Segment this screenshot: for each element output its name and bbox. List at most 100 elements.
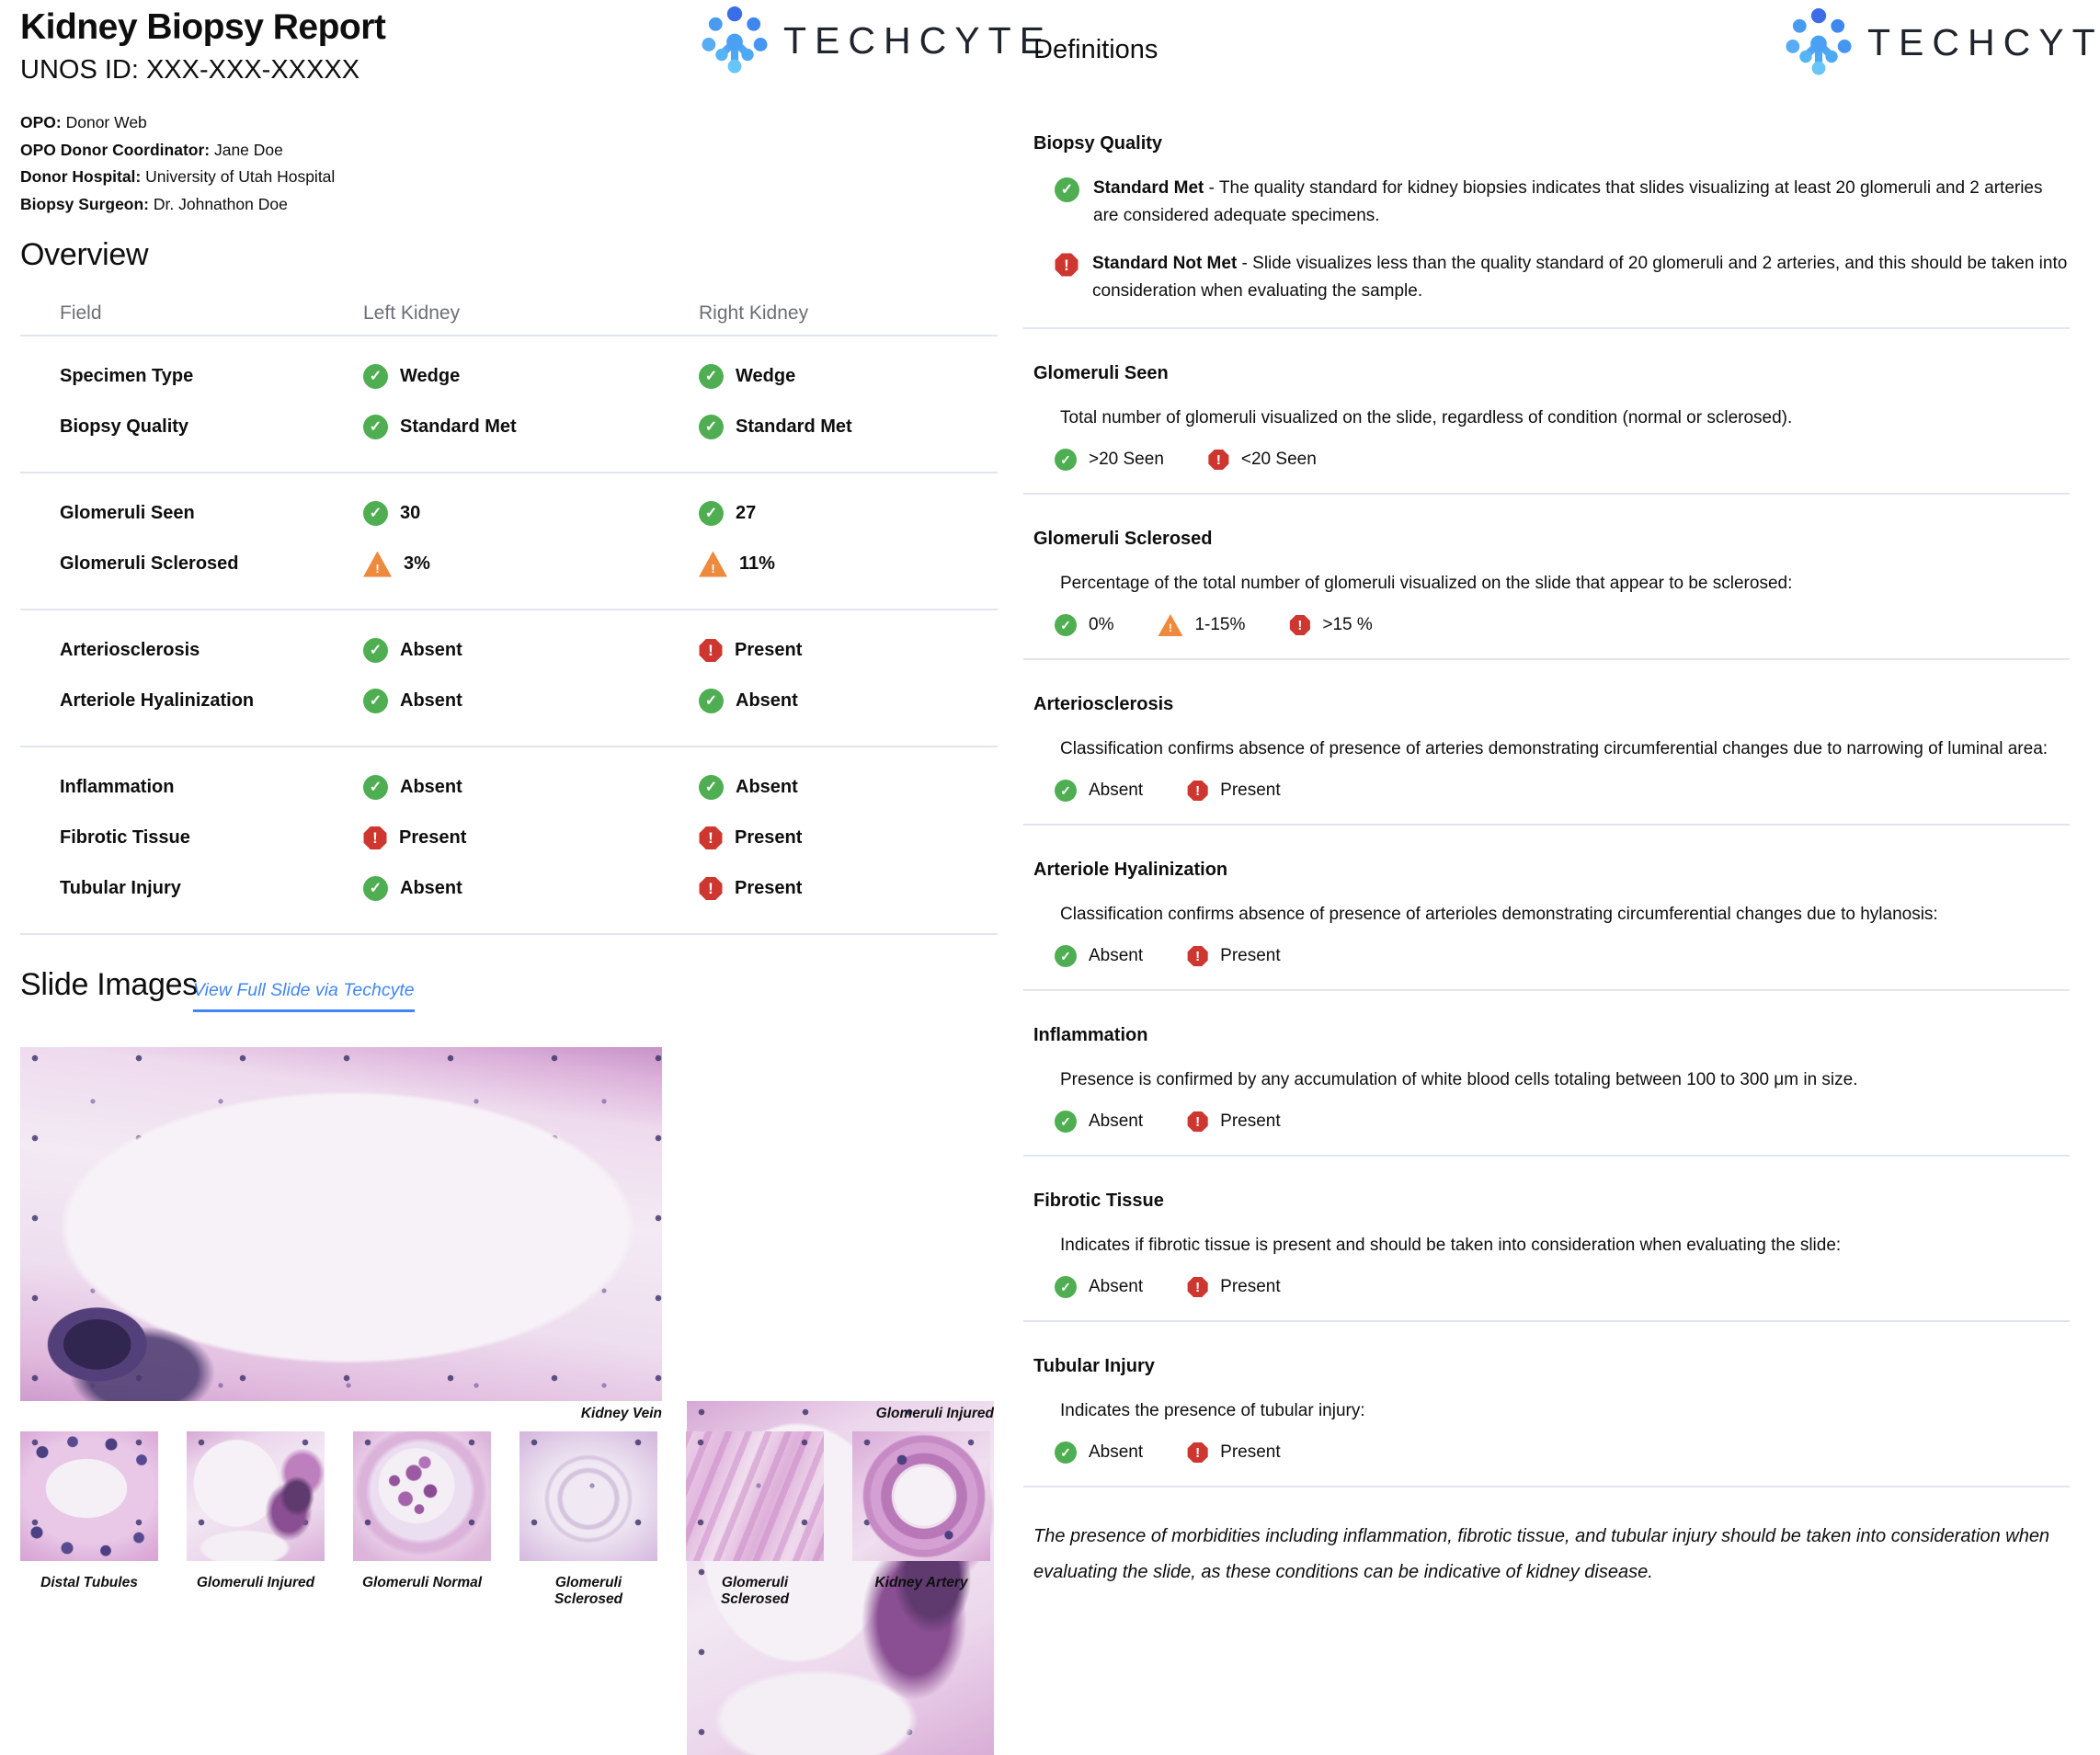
slide-image-kidney-vein xyxy=(20,1047,662,1401)
value-text: Absent xyxy=(736,777,798,797)
definition-items: Standard Met - The quality standard for … xyxy=(1023,175,2070,305)
alert-icon xyxy=(1208,449,1229,471)
check-icon xyxy=(363,775,388,800)
thumbnail-image xyxy=(20,1431,158,1561)
definition-option: Present xyxy=(1187,945,1281,967)
definition-title: Fibrotic Tissue xyxy=(1033,1191,1164,1211)
definition-description: Indicates if fibrotic tissue is present … xyxy=(1060,1236,1842,1255)
report-meta-line: OPO Donor Coordinator: Jane Doe xyxy=(20,140,283,159)
check-icon xyxy=(699,689,724,713)
value-text: Absent xyxy=(400,878,462,898)
column-header-right-kidney: Right Kidney xyxy=(699,302,809,324)
value-text: Present xyxy=(735,827,803,848)
definition-option: Absent xyxy=(1055,1442,1143,1464)
check-icon xyxy=(363,415,388,439)
definition-option: <20 Seen xyxy=(1208,449,1317,471)
report-meta-label: OPO: xyxy=(20,113,62,131)
column-header-field: Field xyxy=(60,302,102,324)
definitions-panel: Definitions Biopsy Quality Standard Met -… xyxy=(1023,0,2070,1590)
definition-title: Biopsy Quality xyxy=(1033,133,1163,154)
slide-images-heading: Slide Images xyxy=(20,967,198,1002)
table-row: Arteriosclerosis Absent Present xyxy=(20,625,998,676)
value-text: Absent xyxy=(400,640,462,660)
definition-description: Total number of glomeruli visualized on … xyxy=(1060,408,1793,427)
alert-icon xyxy=(1055,253,1079,277)
check-icon xyxy=(699,415,724,439)
left-kidney-value: Absent xyxy=(363,876,699,901)
check-icon xyxy=(699,364,724,389)
value-text: Wedge xyxy=(736,366,796,386)
option-label: Absent xyxy=(1089,1277,1144,1296)
overview-group: Arteriosclerosis Absent Present Arteriole H… xyxy=(20,610,998,746)
thumbnail-caption: Kidney Artery xyxy=(874,1575,968,1590)
definition-description: Classification confirms absence of prese… xyxy=(1060,739,2049,758)
definition-section: Glomeruli Seen Total number of glomeruli … xyxy=(1023,329,2070,495)
right-kidney-value: Standard Met xyxy=(699,415,998,439)
overview-group: Glomeruli Seen 30 27 Glomeruli Sclerosed 3% 1… xyxy=(20,473,998,609)
definition-options: Absent Present xyxy=(1023,1442,2070,1464)
table-row: Fibrotic Tissue Present Present xyxy=(20,813,998,863)
techcyte-logo-icon xyxy=(702,6,768,74)
check-icon xyxy=(1055,1111,1077,1133)
definition-options: >20 Seen <20 Seen xyxy=(1023,449,2070,471)
right-kidney-value: Present xyxy=(699,877,998,901)
definition-options: Absent Present xyxy=(1023,1276,2070,1298)
definition-section: Biopsy Quality Standard Met - The quality… xyxy=(1023,99,2070,329)
right-kidney-value: Present xyxy=(699,826,998,850)
right-kidney-value: Absent xyxy=(699,775,998,800)
definition-title: Arteriosclerosis xyxy=(1033,694,1174,714)
view-full-slide-link[interactable]: View Full Slide via Techcyte xyxy=(193,980,415,1012)
divider xyxy=(20,933,998,935)
thumbnail: Glomeruli Sclerosed xyxy=(519,1431,657,1608)
option-label: Present xyxy=(1220,1442,1281,1462)
thumbnail: Glomeruli Normal xyxy=(353,1431,491,1608)
thumbnail-image xyxy=(187,1431,325,1561)
thumbnail: Distal Tubules xyxy=(20,1431,158,1608)
definition-title: Glomeruli Sclerosed xyxy=(1033,529,1213,549)
definition-description: Presence is confirmed by any accumulatio… xyxy=(1060,1070,1858,1089)
definition-title: Tubular Injury xyxy=(1033,1356,1155,1376)
value-text: Absent xyxy=(400,777,462,797)
left-kidney-value: 30 xyxy=(363,501,699,526)
check-icon xyxy=(363,501,388,526)
option-label: 0% xyxy=(1089,615,1114,634)
check-icon xyxy=(363,689,388,713)
table-row: Glomeruli Sclerosed 3% 11% xyxy=(20,539,998,589)
value-text: 3% xyxy=(404,553,430,574)
table-row: Inflammation Absent Absent xyxy=(20,762,998,813)
left-kidney-value: Wedge xyxy=(363,364,699,389)
thumbnail-caption: Distal Tubules xyxy=(40,1575,138,1590)
right-kidney-value: Present xyxy=(699,639,998,663)
check-icon xyxy=(1055,449,1077,471)
value-text: 27 xyxy=(736,503,757,523)
alert-icon xyxy=(1187,945,1208,967)
slide-caption: Glomeruli Injured xyxy=(875,1406,994,1421)
definition-item: Standard Not Met - Slide visualizes less… xyxy=(1055,250,2070,305)
definition-option: >20 Seen xyxy=(1055,449,1164,471)
option-label: Absent xyxy=(1089,946,1144,965)
check-icon xyxy=(363,638,388,663)
field-label: Glomeruli Sclerosed xyxy=(60,553,239,574)
alert-icon xyxy=(1187,1276,1208,1298)
definition-title: Glomeruli Seen xyxy=(1033,363,1169,383)
definition-option: Absent xyxy=(1055,945,1143,967)
left-kidney-value: Present xyxy=(363,826,699,850)
option-label: <20 Seen xyxy=(1240,450,1317,469)
report-meta-label: Donor Hospital: xyxy=(20,167,142,186)
alert-icon xyxy=(699,639,723,662)
option-label: Present xyxy=(1220,781,1281,800)
definition-option: Present xyxy=(1187,780,1281,802)
definition-options: Absent Present xyxy=(1023,945,2070,967)
definitions-heading: Definitions xyxy=(1033,35,1158,64)
table-row: Specimen Type Wedge Wedge xyxy=(20,351,998,402)
divider xyxy=(20,335,998,336)
unos-id: UNOS ID: XXX-XXX-XXXXX xyxy=(20,55,360,85)
definition-option: 1-15% xyxy=(1158,614,1245,636)
alert-icon xyxy=(1187,1111,1208,1133)
definition-description: Classification confirms absence of prese… xyxy=(1060,905,1938,924)
left-kidney-value: 3% xyxy=(363,551,699,577)
definition-option: Absent xyxy=(1055,780,1143,802)
definition-description: Percentage of the total number of glomer… xyxy=(1060,574,1793,593)
right-kidney-value: Absent xyxy=(699,689,998,713)
field-label: Inflammation xyxy=(60,777,175,797)
